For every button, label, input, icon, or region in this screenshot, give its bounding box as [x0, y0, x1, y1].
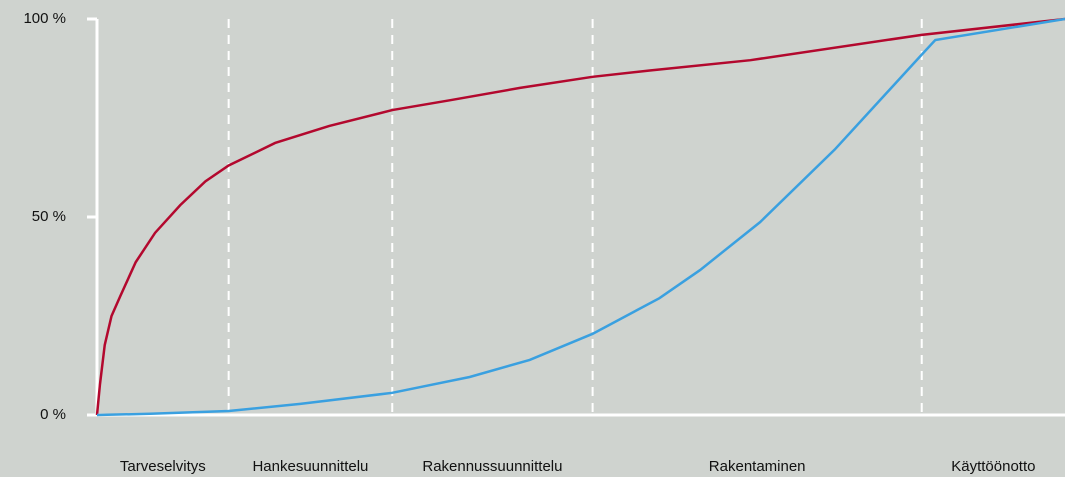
y-tick-label: 100 %	[23, 10, 66, 27]
phase-label: Käyttöönotto	[951, 458, 1035, 475]
line-series	[96, 17, 1065, 417]
phase-label: Hankesuunnittelu	[252, 458, 368, 475]
phase-label: Rakennussuunnittelu	[422, 458, 562, 475]
y-tick-label: 0 %	[40, 406, 66, 423]
phase-label: Tarveselvitys	[120, 458, 206, 475]
y-tick-label: 50 %	[32, 208, 66, 225]
phase-label: Rakentaminen	[709, 458, 806, 475]
line-series	[95, 17, 1065, 416]
